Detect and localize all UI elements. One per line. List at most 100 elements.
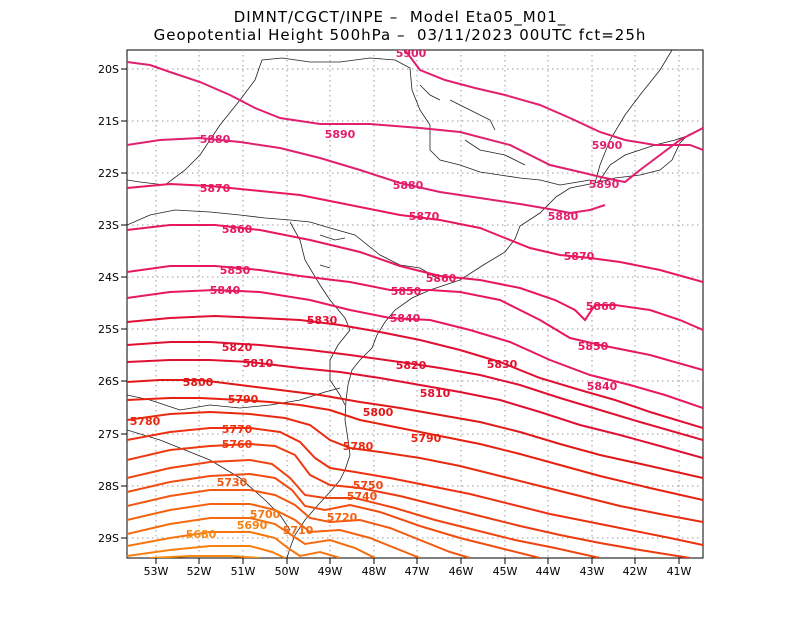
contour-label: 5870 <box>409 210 440 223</box>
contour-label: 5770 <box>222 423 253 436</box>
contour-label: 5810 <box>420 387 451 400</box>
contour-label: 5820 <box>222 341 253 354</box>
contour-label: 5870 <box>200 182 231 195</box>
contour-5830 <box>127 314 703 429</box>
height-contours <box>127 50 703 558</box>
contour-5880 <box>127 136 606 215</box>
contour-5800 <box>127 379 703 479</box>
contour-5840 <box>127 288 703 409</box>
contour-label: 5710 <box>283 524 314 537</box>
lon-label: 52W <box>187 565 212 578</box>
contour-label: 5830 <box>307 314 338 327</box>
contour-label: 5870 <box>564 250 595 263</box>
contour-label: 5700 <box>250 508 281 521</box>
river <box>419 84 526 166</box>
contour-label: 5790 <box>228 393 259 406</box>
map-title-line-2: Geopotential Height 500hPa – 03/11/2023 … <box>153 26 647 44</box>
contour-label: 5860 <box>426 272 457 285</box>
contour-label: 5780 <box>130 415 161 428</box>
state-border <box>599 134 691 181</box>
contour-label: 5880 <box>393 179 424 192</box>
lat-label: 22S <box>98 167 119 180</box>
map-title-line-1: DIMNT/CGCT/INPE – Model Eta05_M01_ <box>233 8 567 26</box>
contour-label: 5810 <box>243 357 274 370</box>
contour-label: 5780 <box>343 440 374 453</box>
lon-label: 51W <box>231 565 256 578</box>
contour-5770 <box>127 427 703 546</box>
lat-label: 21S <box>98 115 119 128</box>
contour-5680 <box>149 555 261 558</box>
state-border <box>289 221 351 406</box>
lat-label: 23S <box>98 219 119 232</box>
contour-label: 5860 <box>586 300 617 313</box>
contour-5730 <box>127 489 471 558</box>
contour-label: 5840 <box>210 284 241 297</box>
contour-5790 <box>127 397 703 501</box>
contour-label: 5800 <box>183 376 214 389</box>
lon-label: 53W <box>144 565 169 578</box>
contour-5720 <box>127 503 421 558</box>
contour-label: 5690 <box>237 519 268 532</box>
contour-label: 5900 <box>396 47 427 60</box>
river <box>319 234 346 269</box>
contour-5890 <box>127 61 703 184</box>
lat-label: 20S <box>98 63 119 76</box>
contour-5750 <box>127 458 601 558</box>
contour-label: 5790 <box>411 432 442 445</box>
contour-5860 <box>127 224 703 331</box>
coastline-borders <box>127 50 703 558</box>
state-border <box>127 429 291 531</box>
contour-label: 5750 <box>353 479 384 492</box>
plot-frame <box>126 49 704 559</box>
contour-5710 <box>127 517 376 558</box>
lon-label: 45W <box>493 565 518 578</box>
lat-label: 25S <box>98 323 119 336</box>
contour-label: 5740 <box>347 490 378 503</box>
contour-label: 5680 <box>186 528 217 541</box>
lat-label: 26S <box>98 375 119 388</box>
contour-label: 5880 <box>548 210 579 223</box>
contour-label: 5890 <box>589 178 620 191</box>
contour-label: 5720 <box>327 511 358 524</box>
contour-label: 5900 <box>592 139 623 152</box>
lon-label: 41W <box>667 565 692 578</box>
contour-label: 5860 <box>222 223 253 236</box>
lon-label: 44W <box>536 565 561 578</box>
lon-label: 46W <box>449 565 474 578</box>
contour-5780 <box>127 410 703 523</box>
lon-label: 48W <box>362 565 387 578</box>
lat-label: 27S <box>98 428 119 441</box>
contour-5870 <box>127 182 703 283</box>
contour-5760 <box>127 442 691 558</box>
lon-label: 49W <box>318 565 343 578</box>
state-border <box>127 57 591 186</box>
contour-label: 5820 <box>396 359 427 372</box>
lat-label: 24S <box>98 271 119 284</box>
state-border <box>127 209 441 281</box>
axis-ticks <box>121 68 680 564</box>
contour-label: 5800 <box>363 406 394 419</box>
lon-label: 42W <box>623 565 648 578</box>
contour-5900 <box>404 50 703 151</box>
lat-label: 29S <box>98 532 119 545</box>
contour-5700 <box>127 531 341 558</box>
contour-5810 <box>127 359 703 459</box>
contour-label: 5890 <box>325 128 356 141</box>
latitude-labels: 20S 21S 22S 23S 24S 25S 26S 27S 28S 29S <box>98 63 119 545</box>
lon-label: 43W <box>580 565 605 578</box>
contour-5690 <box>127 545 286 558</box>
coastline <box>286 127 703 558</box>
contour-label: 5760 <box>222 438 253 451</box>
contour-5820 <box>127 341 703 441</box>
contour-5850 <box>127 265 703 371</box>
contour-label: 5850 <box>220 264 251 277</box>
contour-label: 5850 <box>578 340 609 353</box>
contour-label: 5850 <box>391 285 422 298</box>
longitude-labels: 53W 52W 51W 50W 49W 48W 47W 46W 45W 44W … <box>144 565 692 578</box>
lon-label: 47W <box>405 565 430 578</box>
contour-label: 5840 <box>587 380 618 393</box>
contour-5740 <box>127 472 541 558</box>
contour-label: 5880 <box>200 133 231 146</box>
contour-label: 5830 <box>487 358 518 371</box>
